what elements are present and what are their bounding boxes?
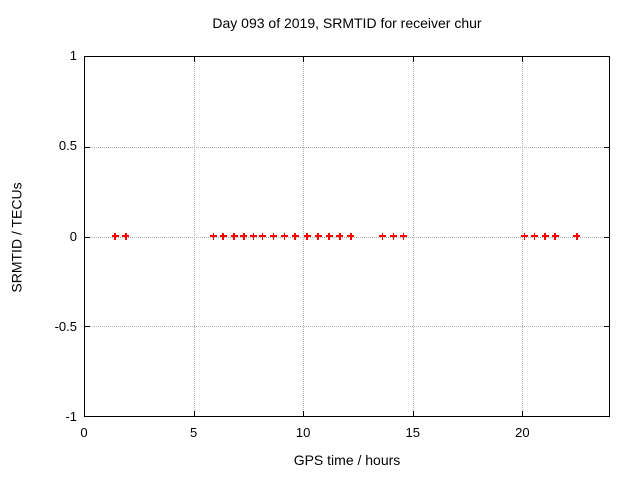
x-tick-label: 5 [189,425,198,440]
gridline-y-0.5 [85,146,609,148]
data-point [325,232,333,240]
y-tick-right [604,326,609,328]
y-tick-left [85,326,90,328]
y-tick-right [604,236,609,238]
data-point [399,232,407,240]
data-point [219,232,227,240]
data-point [336,232,344,240]
x-tick-bottom [521,411,523,416]
data-point [573,232,581,240]
y-tick-label: -0.5 [54,318,77,334]
data-point [541,232,549,240]
x-tick-bottom [412,411,414,416]
data-point [347,232,355,240]
chart-title: Day 093 of 2019, SRMTID for receiver chu… [212,15,482,31]
y-tick-label: 1 [69,48,77,63]
data-point [520,232,528,240]
y-tick-label: -1 [65,409,77,424]
data-point [111,232,119,240]
x-tick-top [412,57,414,62]
data-point [250,232,258,240]
y-tick-right [604,146,609,148]
y-tick-left [85,146,90,148]
data-point [389,232,397,240]
x-tick-label: 20 [515,425,530,440]
x-tick-bottom [303,411,305,416]
data-point [551,232,559,240]
data-point [379,232,387,240]
data-point [314,232,322,240]
y-tick-left [85,236,90,238]
y-tick-label: 0 [69,228,77,244]
x-tick-top [194,57,196,62]
x-tick-top [303,57,305,62]
data-point [240,232,248,240]
x-tick-bottom [194,411,196,416]
data-point [258,232,266,240]
y-tick-label: 0.5 [58,138,77,154]
data-point [280,232,288,240]
x-tick-label: 0 [80,425,88,440]
x-tick-top [521,57,523,62]
data-point [291,232,299,240]
x-axis-title: GPS time / hours [293,452,401,468]
data-point [230,232,238,240]
plot-area [84,56,610,417]
data-point [269,232,277,240]
data-point [122,232,130,240]
gridline-y--0.5 [85,326,609,328]
x-tick-label: 15 [405,425,420,440]
data-point [209,232,217,240]
data-point [303,232,311,240]
x-tick-label: 10 [295,425,311,440]
data-point [530,232,538,240]
gridline-y-0 [85,236,609,238]
